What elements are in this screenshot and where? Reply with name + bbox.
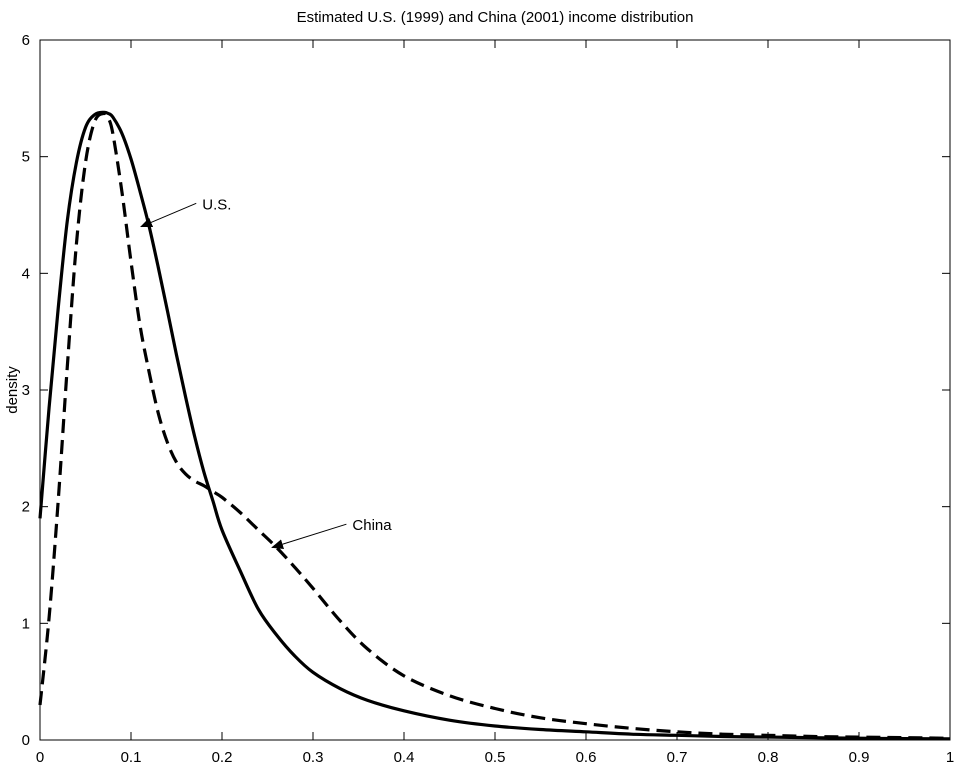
x-axis-ticks: 0 0.1 0.2 0.3 0.4 0.5 0.6 0.7 0.8 0.9 1: [36, 40, 954, 766]
annotation-label: China: [352, 517, 392, 534]
x-tick-label: 0.2: [212, 749, 233, 766]
x-tick-label: 0: [36, 749, 44, 766]
x-tick-label: 1: [946, 749, 954, 766]
chart-title: Estimated U.S. (1999) and China (2001) i…: [297, 9, 694, 26]
x-tick-label: 0.8: [758, 749, 779, 766]
y-tick-label: 1: [22, 615, 30, 632]
y-axis-label: density: [4, 366, 21, 414]
y-tick-label: 5: [22, 149, 30, 166]
y-tick-label: 4: [22, 265, 30, 282]
series-layer: [38, 110, 951, 741]
annotation-arrow: [271, 523, 347, 549]
series-line-china: [38, 111, 951, 740]
y-tick-label: 3: [22, 382, 30, 399]
x-tick-label: 0.3: [303, 749, 324, 766]
x-tick-label: 0.1: [121, 749, 142, 766]
y-tick-label: 2: [22, 499, 30, 516]
x-tick-label: 0.7: [667, 749, 688, 766]
annotation-label: U.S.: [202, 196, 231, 213]
series-line-u-s: [38, 110, 951, 741]
y-tick-label: 6: [22, 32, 30, 49]
x-tick-label: 0.9: [849, 749, 870, 766]
x-tick-label: 0.4: [394, 749, 415, 766]
annotation-arrow: [140, 202, 197, 228]
x-tick-label: 0.5: [485, 749, 506, 766]
plot-area: [39, 39, 951, 741]
x-tick-label: 0.6: [576, 749, 597, 766]
annotation-layer: U.S. China: [140, 196, 392, 549]
y-tick-label: 0: [22, 732, 30, 749]
